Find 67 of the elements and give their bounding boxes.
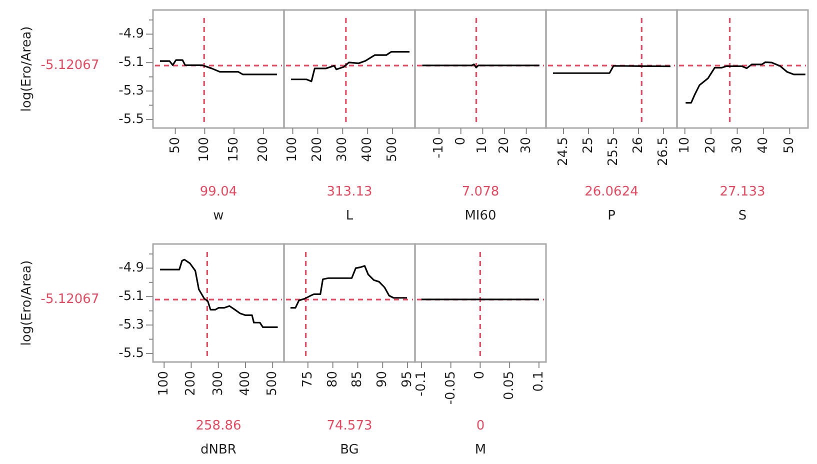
y-tick-label: -5.3 — [118, 318, 144, 333]
x-tick-label: 200 — [184, 371, 199, 396]
x-tick-label: 200 — [256, 137, 271, 162]
y-tick-label: -5.1 — [118, 289, 144, 304]
x-tick-label: 10 — [677, 137, 692, 154]
x-tick-label: 26.5 — [656, 137, 671, 166]
x-tick-label: 100 — [285, 137, 300, 162]
ref-line-label: -5.12067 — [40, 292, 100, 308]
x-tick-label: 150 — [226, 137, 242, 162]
x-tick-label: 10 — [475, 137, 490, 154]
ref-line-label: 26.0624 — [584, 184, 638, 200]
x-tick-label: 50 — [168, 137, 183, 154]
ref-line-label: 99.04 — [200, 184, 238, 200]
x-axis-title: L — [346, 208, 354, 224]
x-axis-title: dNBR — [200, 442, 236, 458]
x-tick-label: 0 — [453, 137, 468, 146]
x-tick-label: 30 — [730, 137, 745, 154]
x-tick-label: 100 — [156, 371, 172, 396]
x-tick-label: 200 — [310, 137, 326, 162]
x-tick-label: -0.1 — [414, 371, 429, 396]
x-tick-label: 40 — [756, 137, 771, 154]
y-tick-label: -4.9 — [118, 26, 144, 42]
x-tick-label: 90 — [375, 371, 390, 388]
x-tick-label: 400 — [238, 371, 253, 396]
x-tick-label: 80 — [325, 371, 340, 388]
ref-line-label: 7.078 — [462, 184, 500, 200]
x-axis-title: BG — [340, 442, 359, 458]
x-tick-label: 500 — [385, 137, 400, 162]
x-tick-label: 25 — [581, 137, 596, 154]
x-tick-label: 75 — [300, 371, 316, 388]
x-tick-label: 0.1 — [531, 371, 546, 392]
y-axis-title: log(Ero/Area) — [20, 260, 34, 346]
x-axis-title: P — [608, 208, 616, 224]
ref-line-label: 0 — [476, 418, 485, 434]
y-axis-title: log(Ero/Area) — [20, 26, 34, 112]
x-tick-label: 95 — [400, 371, 416, 388]
x-tick-label: 26 — [631, 137, 646, 154]
ref-line-label: -5.12067 — [40, 58, 100, 74]
x-tick-label: 0 — [472, 371, 488, 380]
y-tick-label: -4.9 — [118, 260, 144, 276]
x-tick-label: 100 — [197, 137, 212, 162]
x-tick-label: 24.5 — [556, 137, 571, 166]
x-tick-label: 300 — [335, 137, 350, 162]
x-tick-label: 20 — [497, 137, 512, 154]
x-axis-title: w — [213, 208, 224, 224]
x-tick-label: 0.05 — [502, 371, 518, 400]
y-tick-label: -5.1 — [118, 55, 144, 70]
x-tick-label: 500 — [265, 371, 280, 396]
x-tick-label: 400 — [360, 137, 376, 162]
x-tick-label: 85 — [350, 371, 366, 388]
x-tick-label: -10 — [432, 137, 447, 158]
x-tick-label: 30 — [518, 137, 534, 154]
y-tick-label: -5.5 — [118, 112, 144, 127]
x-tick-label: 50 — [782, 137, 798, 154]
x-tick-label: 20 — [704, 137, 719, 154]
y-tick-label: -5.5 — [118, 346, 144, 361]
ref-line-label: 313.13 — [326, 184, 372, 200]
x-axis-title: MI60 — [464, 208, 496, 224]
x-tick-label: 300 — [210, 371, 226, 396]
x-axis-title: S — [738, 208, 747, 224]
y-tick-label: -5.3 — [118, 84, 144, 99]
x-axis-title: M — [474, 442, 486, 458]
x-tick-label: -0.05 — [443, 371, 458, 405]
ref-line-label: 27.133 — [720, 184, 766, 200]
ref-line-label: 258.86 — [196, 418, 242, 434]
ref-line-label: 74.573 — [326, 418, 372, 434]
x-tick-label: 25.5 — [606, 137, 621, 166]
